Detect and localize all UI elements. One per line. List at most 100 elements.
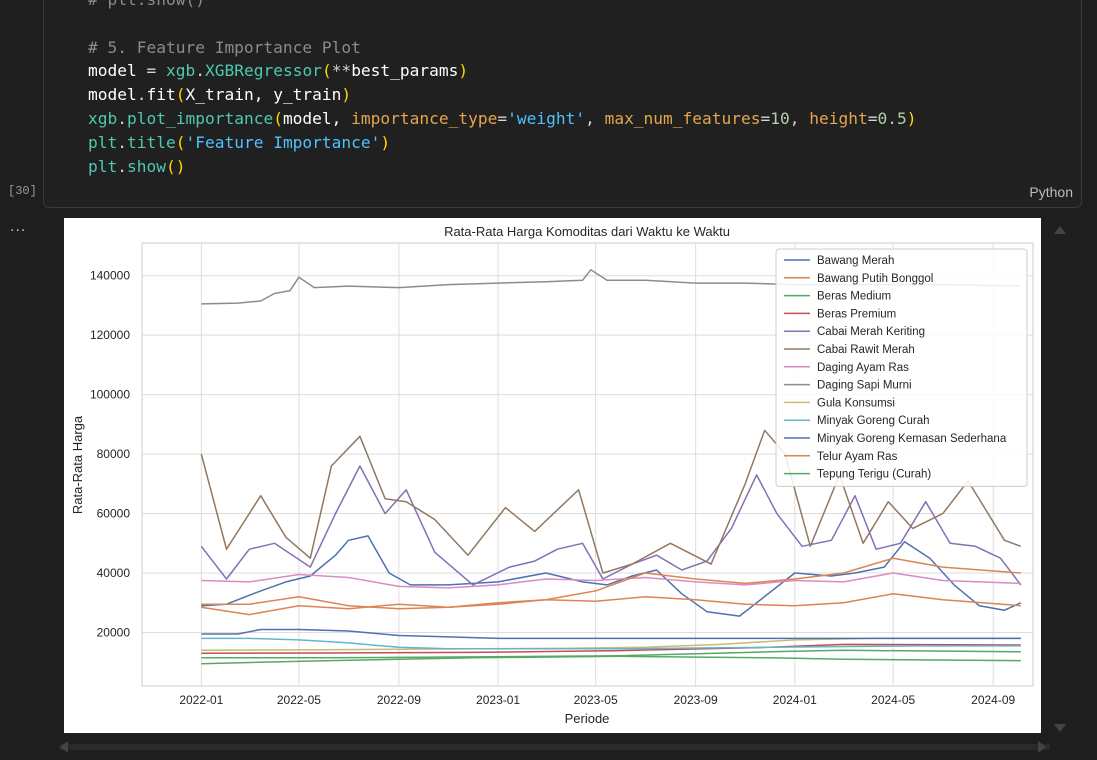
code-token: xgb bbox=[165, 61, 196, 81]
legend-entry: Daging Ayam Ras bbox=[817, 362, 909, 374]
code-token: = bbox=[136, 61, 166, 81]
y-tick-label: 60000 bbox=[97, 507, 131, 521]
code-token: ) bbox=[341, 85, 352, 105]
code-token: XGBRegressor bbox=[204, 61, 322, 81]
horizontal-scrollbar[interactable] bbox=[60, 744, 1050, 750]
code-token: ( bbox=[321, 61, 332, 81]
code-token: = bbox=[760, 108, 771, 128]
legend-entry: Minyak Goreng Kemasan Sederhana bbox=[817, 433, 1007, 445]
y-tick-label: 120000 bbox=[90, 328, 130, 342]
cell-output: 2022-01 2022-05 2022-09 2023-01 2023-05 2023-… bbox=[64, 218, 1041, 733]
legend-entry: Tepung Terigu (Curah) bbox=[817, 469, 931, 481]
code-token: . bbox=[136, 85, 147, 105]
x-tick-label: 2022-01 bbox=[179, 693, 223, 707]
series-line-5 bbox=[200, 429, 1022, 574]
cell-language-label[interactable]: Python bbox=[1029, 184, 1073, 200]
chart-legend: Bawang Merah Bawang Putih Bonggol Beras Me… bbox=[775, 248, 1028, 487]
code-cell[interactable]: # plt.show() # 5. Feature Importance Plo… bbox=[43, 0, 1082, 208]
legend-entry: Daging Sapi Murni bbox=[817, 380, 912, 392]
code-token: xgb bbox=[88, 108, 118, 128]
code-token: fit bbox=[146, 85, 176, 105]
code-token: 0.5 bbox=[877, 108, 907, 128]
series-line-11 bbox=[201, 557, 1021, 616]
code-token: . bbox=[117, 108, 127, 128]
code-token: model, bbox=[282, 108, 352, 128]
scroll-down-arrow-icon[interactable] bbox=[1054, 724, 1066, 732]
x-tick-label: 2023-09 bbox=[674, 693, 718, 707]
code-token: show bbox=[127, 156, 166, 176]
legend-frame bbox=[775, 248, 1028, 487]
x-tick-label: 2024-09 bbox=[971, 693, 1015, 707]
legend-entry: Minyak Goreng Curah bbox=[817, 415, 930, 427]
series-line-9 bbox=[201, 637, 1021, 650]
code-token: 'Feature Importance' bbox=[185, 132, 381, 152]
code-token: . bbox=[195, 61, 205, 81]
code-token: ( bbox=[165, 156, 176, 176]
y-tick-label: 100000 bbox=[90, 388, 130, 402]
code-token: 'weight' bbox=[507, 108, 586, 128]
code-token: ) bbox=[906, 108, 917, 128]
code-token: ) bbox=[380, 132, 391, 152]
code-token: max_num_features bbox=[604, 108, 761, 128]
code-token: ( bbox=[273, 108, 283, 128]
code-token: 10 bbox=[770, 108, 790, 128]
legend-entry: Cabai Rawit Merah bbox=[817, 344, 915, 356]
legend-entry: Gula Konsumsi bbox=[817, 397, 895, 409]
y-tick-label: 80000 bbox=[97, 447, 131, 461]
output-more-actions-icon[interactable]: ... bbox=[10, 218, 27, 235]
code-comment: # 5. Feature Importance Plot bbox=[88, 37, 361, 57]
x-tick-label: 2024-05 bbox=[871, 693, 915, 707]
y-tick-label: 140000 bbox=[90, 269, 130, 283]
x-tick-label: 2022-09 bbox=[377, 693, 421, 707]
code-token: , bbox=[789, 108, 810, 128]
chart-title: Rata-Rata Harga Komoditas dari Waktu ke … bbox=[444, 224, 730, 239]
series-line-1 bbox=[201, 593, 1021, 610]
code-editor[interactable]: # plt.show() # 5. Feature Importance Plo… bbox=[88, 0, 917, 178]
line-chart: 2022-01 2022-05 2022-09 2023-01 2023-05 2023-… bbox=[64, 218, 1041, 733]
code-token: . bbox=[117, 132, 127, 152]
code-token: = bbox=[497, 108, 508, 128]
code-token: ) bbox=[458, 61, 469, 81]
code-token: ( bbox=[175, 132, 186, 152]
code-token: plot_importance bbox=[127, 108, 274, 128]
code-token: . bbox=[117, 156, 127, 176]
code-token: , bbox=[585, 108, 605, 128]
x-tick-label: 2023-01 bbox=[476, 693, 520, 707]
series-line-0 bbox=[201, 535, 1022, 617]
legend-entry: Telur Ayam Ras bbox=[817, 451, 898, 463]
code-token: height bbox=[809, 108, 868, 128]
x-tick-label: 2024-01 bbox=[773, 693, 817, 707]
series-line-10 bbox=[201, 628, 1021, 640]
code-token: model bbox=[88, 61, 137, 81]
series-line-3 bbox=[201, 643, 1021, 655]
scroll-right-arrow-icon[interactable] bbox=[1038, 741, 1046, 753]
code-token: plt bbox=[88, 156, 118, 176]
code-token: best_params bbox=[351, 61, 459, 81]
code-token: plt bbox=[88, 132, 118, 152]
code-token: ( bbox=[175, 85, 186, 105]
code-token: X_train, y_train bbox=[185, 85, 342, 105]
x-tick-label: 2023-05 bbox=[574, 693, 618, 707]
code-comment-line0: # plt.show() bbox=[88, 0, 205, 9]
legend-entry: Bawang Merah bbox=[817, 255, 894, 267]
execution-count: [30] bbox=[8, 184, 37, 198]
code-token: = bbox=[867, 108, 878, 128]
code-token: title bbox=[127, 132, 176, 152]
code-token: model bbox=[88, 85, 137, 105]
scroll-up-arrow-icon[interactable] bbox=[1054, 226, 1066, 234]
x-axis-label: Periode bbox=[565, 711, 610, 726]
series-line-12 bbox=[201, 655, 1021, 665]
series-line-6 bbox=[201, 572, 1021, 589]
legend-entry: Beras Medium bbox=[817, 291, 891, 303]
legend-entry: Bawang Putih Bonggol bbox=[817, 273, 933, 285]
y-tick-label: 20000 bbox=[97, 625, 131, 639]
code-token: importance_type bbox=[351, 108, 498, 128]
y-axis-label: Rata-Rata Harga bbox=[70, 415, 85, 514]
legend-entry: Beras Premium bbox=[817, 308, 896, 320]
x-tick-label: 2022-05 bbox=[277, 693, 321, 707]
code-token: ** bbox=[331, 61, 352, 81]
legend-entry: Cabai Merah Keriting bbox=[817, 326, 925, 338]
scroll-left-arrow-icon[interactable] bbox=[60, 741, 68, 753]
code-token: ) bbox=[175, 156, 186, 176]
y-tick-label: 40000 bbox=[97, 566, 131, 580]
